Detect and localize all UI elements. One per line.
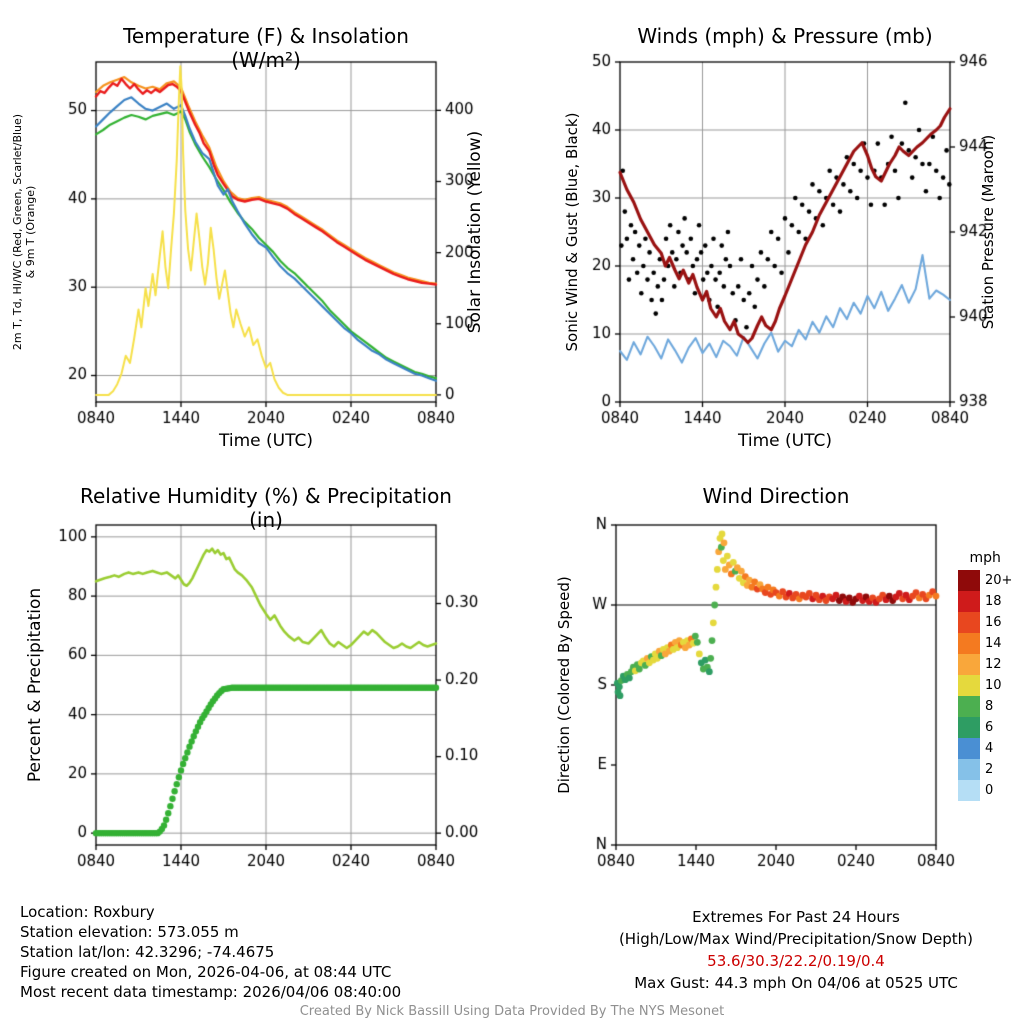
legend-label: 18 xyxy=(985,594,1002,609)
legend-swatch xyxy=(958,738,980,759)
legend-label: 12 xyxy=(985,657,1002,672)
legend-row: 16 xyxy=(958,612,1012,633)
max-gust: Max Gust: 44.3 mph On 04/06 at 0525 UTC xyxy=(634,974,958,992)
legend-label: 8 xyxy=(985,699,994,714)
legend-row: 6 xyxy=(958,717,1012,738)
legend-row: 14 xyxy=(958,633,1012,654)
y-axis-label-wind-gust: Sonic Wind & Gust (Blue, Black) xyxy=(563,112,581,352)
chart-title-winds: Winds (mph) & Pressure (mb) xyxy=(637,24,933,48)
legend-swatch xyxy=(958,780,980,801)
legend-swatch xyxy=(958,591,980,612)
legend-label: 6 xyxy=(985,720,994,735)
extremes-values: 53.6/30.3/22.2/0.19/0.4 xyxy=(707,952,885,970)
chart-title-temperature: Temperature (F) & Insolation (W/m²) xyxy=(123,24,409,72)
legend-label: 20+ xyxy=(985,573,1013,588)
y-axis-label-direction: Direction (Colored By Speed) xyxy=(555,576,573,794)
legend-swatch xyxy=(958,633,980,654)
station-info: Location: Roxbury Station elevation: 573… xyxy=(20,902,401,1002)
station-location: Location: Roxbury xyxy=(20,903,155,921)
y-axis-label-temperature-line1: 2m T, Td, HI/WC (Red, Green, Scarlet/Blu… xyxy=(11,113,24,351)
panel-winds-pressure: Winds (mph) & Pressure (mb) Time (UTC) S… xyxy=(512,0,1024,470)
extremes-subtitle: (High/Low/Max Wind/Precipitation/Snow De… xyxy=(618,930,974,948)
y-axis-label-temperature: 2m T, Td, HI/WC (Red, Green, Scarlet/Blu… xyxy=(11,62,37,402)
credit-line: Created By Nick Bassill Using Data Provi… xyxy=(299,1004,725,1019)
temperature-insolation-canvas xyxy=(0,0,512,465)
data-timestamp: Most recent data timestamp: 2026/04/06 0… xyxy=(20,983,402,1001)
legend-label: 10 xyxy=(985,678,1002,693)
extremes-block: Extremes For Past 24 Hours (High/Low/Max… xyxy=(576,906,1016,994)
station-elevation: Station elevation: 573.055 m xyxy=(20,923,239,941)
x-axis-label-time: Time (UTC) xyxy=(219,431,313,451)
legend-swatch xyxy=(958,570,980,591)
extremes-title: Extremes For Past 24 Hours xyxy=(692,908,900,926)
legend-swatch xyxy=(958,675,980,696)
legend-row: 18 xyxy=(958,591,1012,612)
y-axis-label-percent-precip: Percent & Precipitation xyxy=(25,587,45,783)
panel-wind-direction: Wind Direction Direction (Colored By Spe… xyxy=(512,470,1024,905)
figure-created: Figure created on Mon, 2026-04-06, at 08… xyxy=(20,963,392,981)
legend-row: 2 xyxy=(958,759,1012,780)
speed-legend-rows: 20+ 18 16 14 12 10 8 6 4 2 0 xyxy=(958,570,1012,801)
legend-swatch xyxy=(958,654,980,675)
legend-title: mph xyxy=(969,550,1001,566)
chart-title-wind-direction: Wind Direction xyxy=(702,484,850,508)
winds-pressure-canvas xyxy=(512,0,1024,465)
legend-label: 16 xyxy=(985,615,1002,630)
legend-swatch xyxy=(958,696,980,717)
legend-row: 8 xyxy=(958,696,1012,717)
legend-swatch xyxy=(958,612,980,633)
wind-direction-canvas xyxy=(512,470,1024,900)
legend-row: 20+ xyxy=(958,570,1012,591)
legend-row: 12 xyxy=(958,654,1012,675)
y-axis-label-pressure: Station Pressure (Maroon) xyxy=(979,134,997,330)
legend-row: 4 xyxy=(958,738,1012,759)
legend-label: 4 xyxy=(985,741,994,756)
speed-legend: mph 20+ 18 16 14 12 10 8 6 4 2 0 xyxy=(958,550,1012,801)
legend-label: 2 xyxy=(985,762,994,777)
humidity-precip-canvas xyxy=(0,470,512,900)
chart-title-humidity: Relative Humidity (%) & Precipitation (i… xyxy=(80,484,452,532)
legend-row: 10 xyxy=(958,675,1012,696)
station-latlon: Station lat/lon: 42.3296; -74.4675 xyxy=(20,943,275,961)
legend-swatch xyxy=(958,759,980,780)
legend-label: 0 xyxy=(985,783,994,798)
panel-temperature-insolation: Temperature (F) & Insolation (W/m²) Time… xyxy=(0,0,512,470)
panel-humidity-precip: Relative Humidity (%) & Precipitation (i… xyxy=(0,470,512,905)
y-axis-label-insolation: Solar Insolation (Yellow) xyxy=(465,130,485,334)
legend-row: 0 xyxy=(958,780,1012,801)
legend-label: 14 xyxy=(985,636,1002,651)
legend-swatch xyxy=(958,717,980,738)
y-axis-label-temperature-line2: & 9m T (Orange) xyxy=(23,185,37,279)
x-axis-label-time: Time (UTC) xyxy=(738,431,832,451)
